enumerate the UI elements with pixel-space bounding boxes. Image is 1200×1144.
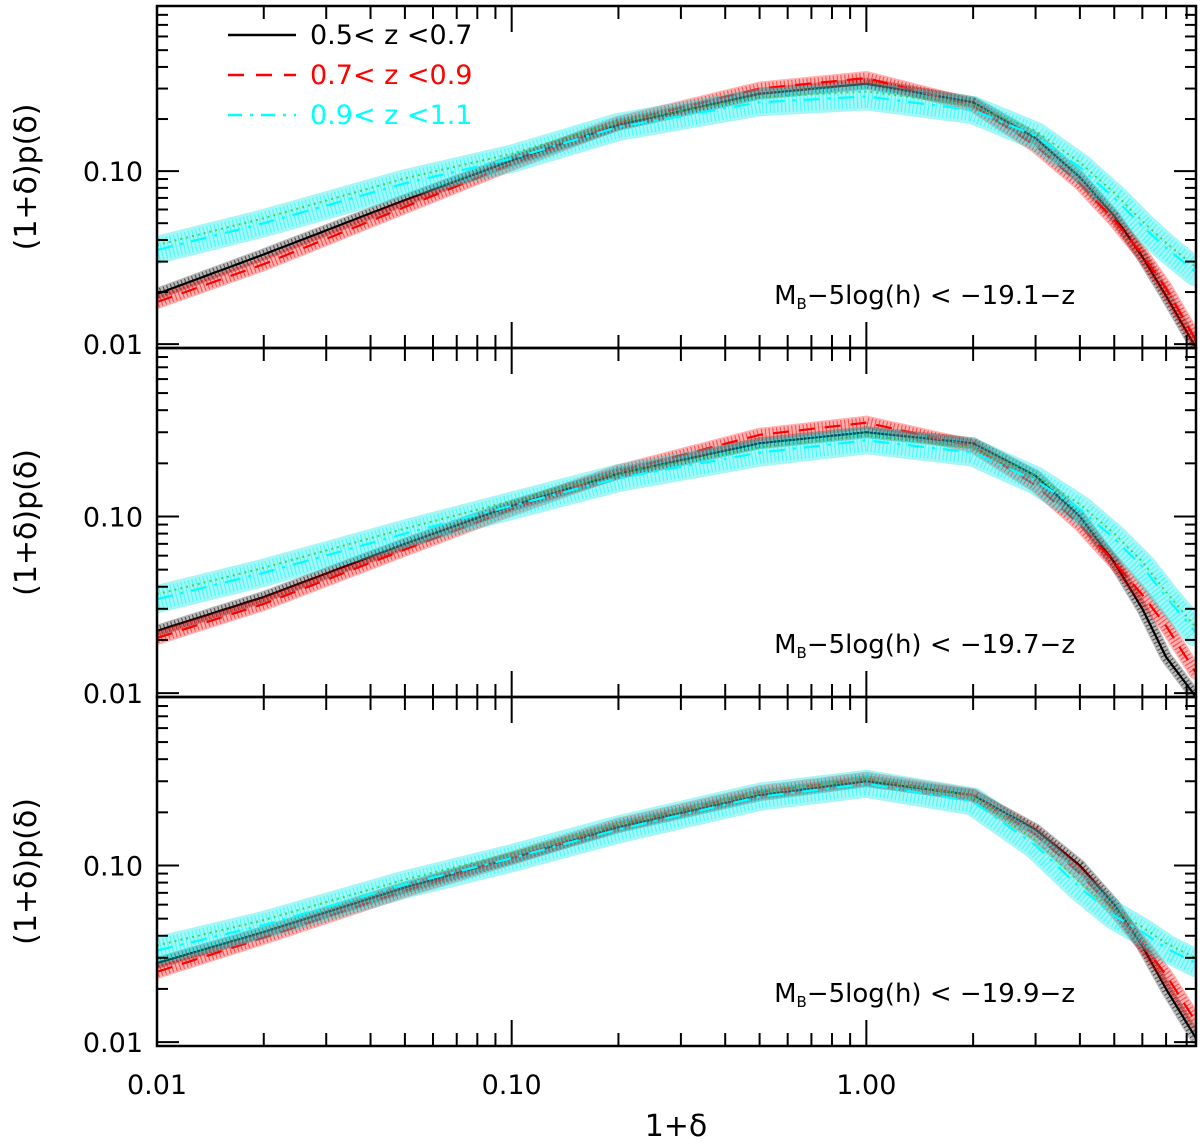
panel-curves xyxy=(157,415,1196,697)
y-tick-label: 0.10 xyxy=(83,157,143,188)
x-axis-label: 1+δ xyxy=(645,1109,708,1144)
panels-layer: 0.010.10(1+δ)p(δ)MB−5log(h) < −19.1−z0.0… xyxy=(9,4,1198,1101)
x-ticks xyxy=(156,697,1188,1046)
x-tick-label: 0.10 xyxy=(482,1070,542,1101)
legend-label-2: 0.7< z <0.9 xyxy=(310,60,472,91)
series-line-3 xyxy=(157,782,1196,965)
x-tick-labels: 0.01 0.10 1.00 xyxy=(127,1070,896,1101)
panel-annotation: MB−5log(h) < −19.7−z xyxy=(774,630,1075,662)
legend-label-3: 0.9< z <1.1 xyxy=(310,100,472,131)
error-hatch-series-2 xyxy=(157,72,1196,344)
panel-annotation: MB−5log(h) < −19.1−z xyxy=(774,281,1075,313)
y-ticks xyxy=(157,347,1196,695)
error-edge-series-3 xyxy=(157,434,1196,629)
series-line-3 xyxy=(157,95,1196,274)
y-ticks xyxy=(157,696,1196,1044)
y-tick-label: 0.10 xyxy=(83,502,143,533)
y-axis-label: (1+δ)p(δ) xyxy=(9,798,44,945)
panel-1: 0.01 0.10 (1+δ)p(δ) MB−5log(h) < −19.1−z xyxy=(9,4,1198,361)
series-line-2 xyxy=(157,421,1196,674)
error-edge-series-3 xyxy=(157,90,1196,269)
y-ticks xyxy=(157,5,1196,346)
panel-3: 0.01 0.10 (1+δ)p(δ) MB−5log(h) < −19.9−z xyxy=(9,695,1198,1059)
legend-label-1: 0.5< z <0.7 xyxy=(310,20,472,51)
y-tick-label: 0.10 xyxy=(83,851,143,882)
panel-curves xyxy=(157,769,1196,1045)
x-tick-label: 1.00 xyxy=(836,1070,896,1101)
x-ticks xyxy=(156,6,1188,348)
x-tick-label: 0.01 xyxy=(127,1070,187,1101)
y-tick-label: 0.01 xyxy=(83,1028,143,1059)
panel-frame xyxy=(155,695,1198,1048)
error-hatch-series-2 xyxy=(157,416,1196,676)
legend: 0.5< z <0.7 0.7< z <0.9 0.9< z <1.1 xyxy=(228,20,472,131)
series-line-2 xyxy=(157,76,1196,342)
error-band-series-3 xyxy=(157,769,1196,978)
series-line-3 xyxy=(157,439,1196,634)
series-line-2 xyxy=(157,777,1196,1023)
y-axis-label: (1+δ)p(δ) xyxy=(9,449,44,596)
panel-annotation: MB−5log(h) < −19.9−z xyxy=(774,979,1075,1011)
x-ticks xyxy=(156,348,1188,697)
panel-curves xyxy=(157,71,1196,348)
series-line-1 xyxy=(157,431,1196,697)
panel-2: 0.01 0.10 (1+δ)p(δ) MB−5log(h) < −19.7−z xyxy=(9,346,1198,710)
y-tick-label: 0.01 xyxy=(83,330,143,361)
y-tick-label: 0.01 xyxy=(83,679,143,710)
y-axis-label: (1+δ)p(δ) xyxy=(9,104,44,251)
